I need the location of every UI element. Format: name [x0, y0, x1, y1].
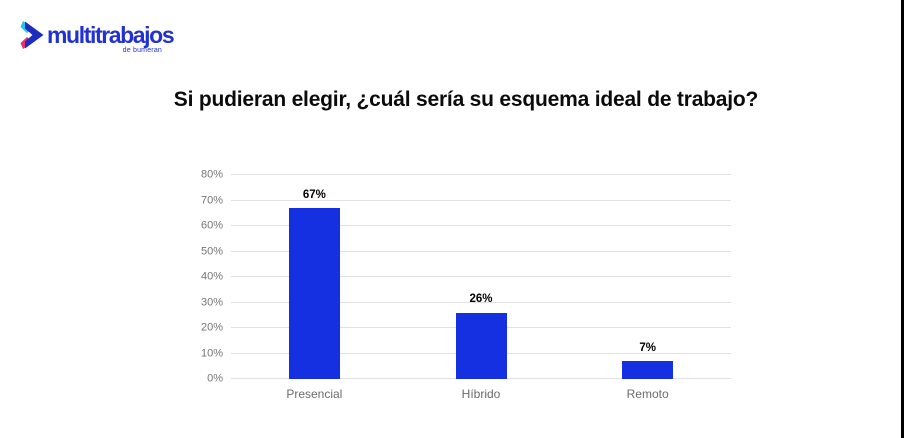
bar-presencial — [288, 208, 340, 379]
y-axis-label-10%: 10% — [200, 347, 223, 359]
x-axis-label-remoto: Remoto — [626, 387, 669, 401]
gridline-30% — [231, 301, 731, 303]
right-edge-line — [901, 0, 904, 438]
bar-remoto — [622, 361, 674, 379]
y-axis-label-60%: 60% — [200, 219, 223, 232]
multitrabajos-logo-icon — [20, 21, 44, 49]
multitrabajos-logo: multitrabajos de bumeran — [20, 18, 195, 58]
gridline-40% — [231, 276, 731, 277]
gridline-80% — [231, 174, 731, 175]
bar-hibrido — [455, 312, 507, 379]
y-axis-label-50%: 50% — [200, 245, 223, 257]
chart-title: Si pudieran elegir, ¿cuál sería su esque… — [173, 88, 759, 111]
logo-wordmark: multitrabajos — [47, 22, 175, 48]
y-axis-label-70%: 70% — [200, 194, 223, 206]
y-axis-label-40%: 40% — [200, 270, 223, 283]
x-axis-label-hibrido: Híbrido — [461, 387, 501, 401]
bar-value-label-remoto: 7% — [639, 341, 656, 354]
bar-chart-plot-area: 0% 10% 20% 30% 40% 50% 60% 70% 80% 67% Presencial 2… — [201, 169, 731, 400]
y-axis-label-30%: 30% — [200, 296, 223, 308]
gridline-70% — [231, 199, 731, 201]
logo-subtext: de bumeran — [122, 47, 162, 54]
gridline-60% — [231, 225, 731, 226]
y-axis-label-20%: 20% — [200, 321, 223, 334]
bar-value-label-presencial: 67% — [302, 188, 326, 201]
y-axis-label-80%: 80% — [200, 168, 223, 181]
x-axis-label-presencial: Presencial — [286, 387, 343, 401]
y-axis-label-0%: 0% — [207, 372, 223, 385]
gridline-50% — [231, 250, 731, 252]
bar-value-label-hibrido: 26% — [469, 293, 493, 306]
